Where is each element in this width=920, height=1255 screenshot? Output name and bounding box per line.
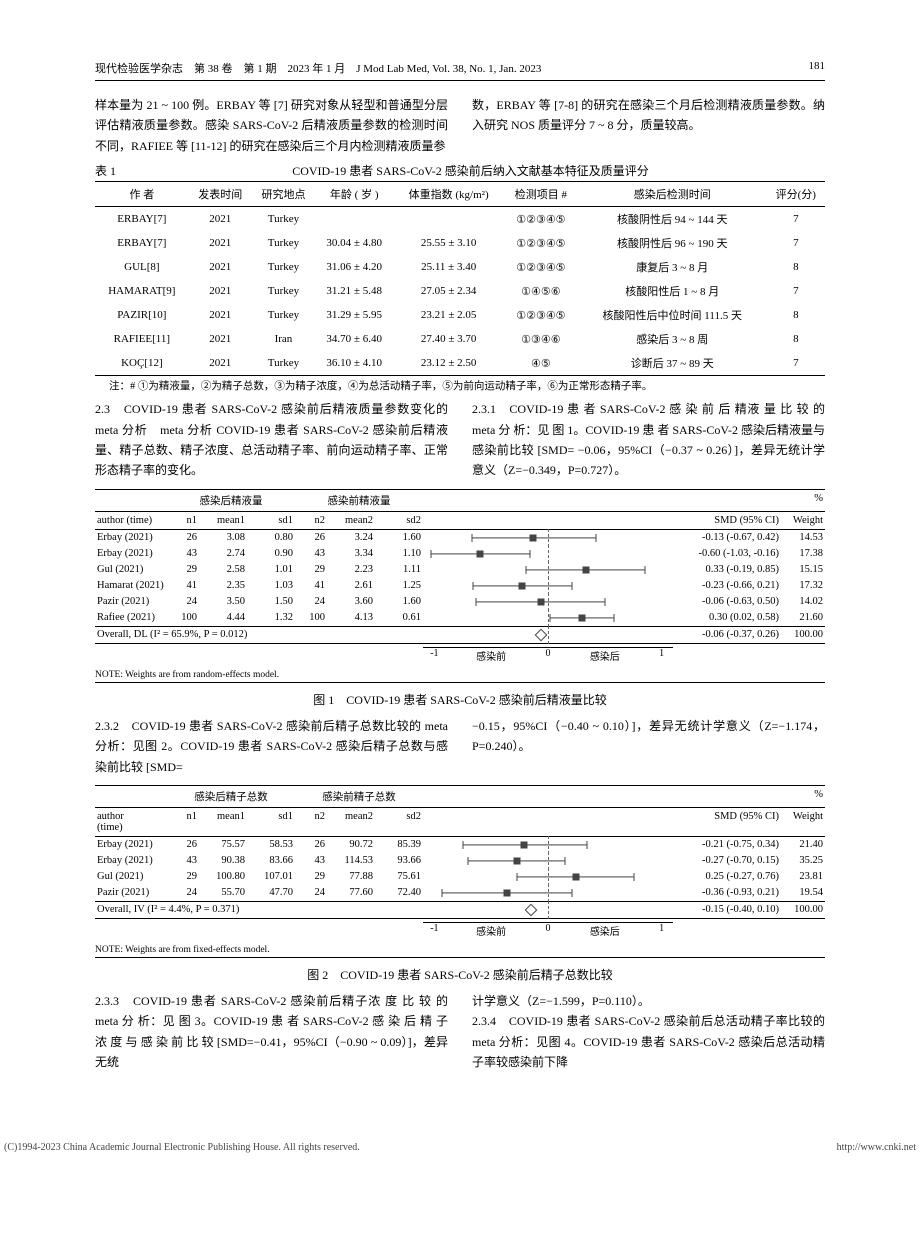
table1-td: Turkey [252, 279, 315, 303]
table1-th: 感染后检测时间 [578, 182, 767, 207]
table1-td: GUL[8] [95, 255, 189, 279]
table1-td: 8 [767, 255, 825, 279]
table1-td: 核酸阴性后 94 ~ 144 天 [578, 207, 767, 232]
table1-td: 感染后 3 ~ 8 周 [578, 327, 767, 351]
table1-td: ①④⑤⑥ [504, 279, 578, 303]
table1-td: 27.40 ± 3.70 [393, 327, 504, 351]
table1-td: 2021 [189, 327, 252, 351]
table1-td: 2021 [189, 279, 252, 303]
top-right-col: 数，ERBAY 等 [7-8] 的研究在感染三个月后检测精液质量参数。纳入研究 … [472, 95, 825, 156]
table1-td: 27.05 ± 2.34 [393, 279, 504, 303]
top-paragraph: 样本量为 21 ~ 100 例。ERBAY 等 [7] 研究对象从轻型和普通型分… [95, 95, 825, 156]
table1-td: 25.11 ± 3.40 [393, 255, 504, 279]
table1-td: KOÇ[12] [95, 351, 189, 376]
table1-td: Turkey [252, 207, 315, 232]
footer-right: http://www.cnki.net [837, 1142, 916, 1153]
table1-td: 23.21 ± 2.05 [393, 303, 504, 327]
s234-right: 2.3.4 COVID-19 患者 SARS-CoV-2 感染前后总活动精子率比… [472, 1014, 825, 1069]
table1-caption: 表 1 COVID-19 患者 SARS-CoV-2 感染前后纳入文献基本特征及… [95, 162, 825, 179]
table1-td: ①②③④⑤ [504, 255, 578, 279]
page-number: 181 [809, 60, 826, 76]
footer: (C)1994-2023 China Academic Journal Elec… [0, 1142, 920, 1153]
section-2-3-2: 2.3.2 COVID-19 患者 SARS-CoV-2 感染前后精子总数比较的… [95, 716, 825, 777]
table1-td: Turkey [252, 231, 315, 255]
table1-td: PAZIR[10] [95, 303, 189, 327]
table1-td: 30.04 ± 4.80 [315, 231, 393, 255]
table1-td: 7 [767, 231, 825, 255]
section-2-3-3: 2.3.3 COVID-19 患者 SARS-CoV-2 感染前后精子浓 度 比… [95, 991, 825, 1073]
table1-td: Turkey [252, 303, 315, 327]
running-header: 现代检验医学杂志 第 38 卷 第 1 期 2023 年 1 月 J Mod L… [95, 60, 825, 81]
figure1-title: 图 1 COVID-19 患者 SARS-CoV-2 感染前后精液量比较 [95, 691, 825, 708]
table1-td: 核酸阳性后 1 ~ 8 月 [578, 279, 767, 303]
table1-td: 31.29 ± 5.95 [315, 303, 393, 327]
table1: 作 者发表时间研究地点年龄 ( 岁 )体重指数 (kg/m²)检测项目 #感染后… [95, 181, 825, 376]
table1-td: 31.21 ± 5.48 [315, 279, 393, 303]
s233-left: 2.3.3 COVID-19 患者 SARS-CoV-2 感染前后精子浓 度 比… [95, 991, 448, 1073]
footer-left: (C)1994-2023 China Academic Journal Elec… [4, 1142, 360, 1153]
table1-td: 7 [767, 207, 825, 232]
s232-left: 2.3.2 COVID-19 患者 SARS-CoV-2 感染前后精子总数比较的… [95, 716, 448, 777]
page: 现代检验医学杂志 第 38 卷 第 1 期 2023 年 1 月 J Mod L… [0, 0, 920, 1112]
section-2-3: 2.3 COVID-19 患者 SARS-CoV-2 感染前后精液质量参数变化的… [95, 399, 825, 481]
table1-th: 检测项目 # [504, 182, 578, 207]
table1-td: 2021 [189, 255, 252, 279]
table1-td: 34.70 ± 6.40 [315, 327, 393, 351]
table1-td: ERBAY[7] [95, 207, 189, 232]
figure1-forest: 感染后精液量感染前精液量%author (time)n1mean1sd1n2me… [95, 489, 825, 683]
table1-td [393, 207, 504, 232]
table1-td: ERBAY[7] [95, 231, 189, 255]
s233-right-a: 计学意义（Z=−1.599，P=0.110）。 [472, 994, 650, 1008]
table1-td: 25.55 ± 3.10 [393, 231, 504, 255]
table1-td: 2021 [189, 231, 252, 255]
table1-th: 发表时间 [189, 182, 252, 207]
table1-td: 31.06 ± 4.20 [315, 255, 393, 279]
table1-td: 7 [767, 279, 825, 303]
table1-td: 8 [767, 303, 825, 327]
table1-td: HAMARAT[9] [95, 279, 189, 303]
table1-td: 7 [767, 351, 825, 376]
s233-right: 计学意义（Z=−1.599，P=0.110）。 2.3.4 COVID-19 患… [472, 991, 825, 1073]
top-left-col: 样本量为 21 ~ 100 例。ERBAY 等 [7] 研究对象从轻型和普通型分… [95, 95, 448, 156]
table1-td: 2021 [189, 351, 252, 376]
table1-td: Turkey [252, 351, 315, 376]
table1-th: 年龄 ( 岁 ) [315, 182, 393, 207]
table1-th: 研究地点 [252, 182, 315, 207]
table1-td: ①③④⑥ [504, 327, 578, 351]
table1-td: 36.10 ± 4.10 [315, 351, 393, 376]
table1-td: 23.12 ± 2.50 [393, 351, 504, 376]
table1-td: 8 [767, 327, 825, 351]
table1-td: Turkey [252, 255, 315, 279]
header-left: 现代检验医学杂志 第 38 卷 第 1 期 2023 年 1 月 J Mod L… [95, 60, 541, 76]
table1-td: 2021 [189, 303, 252, 327]
table1-prefix: 表 1 [95, 162, 116, 179]
table1-td: 核酸阴性后 96 ~ 190 天 [578, 231, 767, 255]
s232-right: −0.15，95%CI（−0.40 ~ 0.10）]，差异无统计学意义（Z=−1… [472, 716, 825, 777]
table1-td: Iran [252, 327, 315, 351]
table1-td: RAFIEE[11] [95, 327, 189, 351]
figure2-title: 图 2 COVID-19 患者 SARS-CoV-2 感染前后精子总数比较 [95, 966, 825, 983]
table1-td: 核酸阳性后中位时间 111.5 天 [578, 303, 767, 327]
table1-th: 作 者 [95, 182, 189, 207]
figure2-forest: 感染后精子总数感染前精子总数%author(time)n1mean1sd1n2m… [95, 785, 825, 958]
table1-td [315, 207, 393, 232]
table1-title: COVID-19 患者 SARS-CoV-2 感染前后纳入文献基本特征及质量评分 [292, 164, 649, 178]
table1-note: 注：# ①为精液量，②为精子总数，③为精子浓度，④为总活动精子率，⑤为前向运动精… [109, 378, 825, 393]
s23-left: 2.3 COVID-19 患者 SARS-CoV-2 感染前后精液质量参数变化的… [95, 399, 448, 481]
table1-td: ④⑤ [504, 351, 578, 376]
table1-th: 体重指数 (kg/m²) [393, 182, 504, 207]
table1-td: ①②③④⑤ [504, 207, 578, 232]
table1-td: 诊断后 37 ~ 89 天 [578, 351, 767, 376]
table1-td: ①②③④⑤ [504, 303, 578, 327]
table1-td: ①②③④⑤ [504, 231, 578, 255]
table1-td: 康复后 3 ~ 8 月 [578, 255, 767, 279]
table1-th: 评分(分) [767, 182, 825, 207]
s231-right: 2.3.1 COVID-19 患 者 SARS-CoV-2 感 染 前 后 精液… [472, 399, 825, 481]
table1-td: 2021 [189, 207, 252, 232]
